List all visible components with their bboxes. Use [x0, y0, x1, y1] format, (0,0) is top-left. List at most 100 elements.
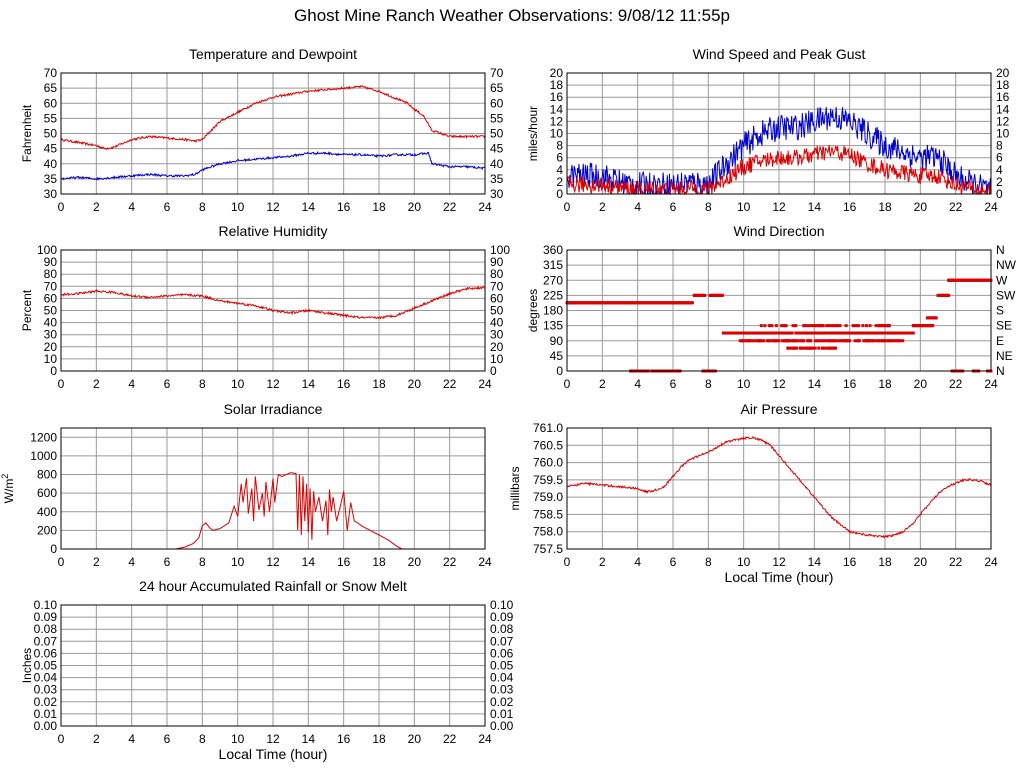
y-axis-label-rain: Inches — [20, 648, 34, 683]
scatter-point-wind_dir — [774, 324, 778, 328]
y-tick-rain: 0.08 — [34, 622, 58, 636]
x-tick-temp: 22 — [443, 200, 457, 214]
scatter-point-wind_dir — [802, 339, 806, 343]
y-tick-right-rain: 0.02 — [490, 695, 514, 709]
y-axis-label-pressure: millibars — [508, 466, 522, 510]
y-tick-wind_dir: 45 — [550, 349, 564, 363]
chart-title-pressure: Air Pressure — [740, 401, 817, 417]
x-tick-temp: 10 — [231, 200, 245, 214]
scatter-point-wind_dir — [892, 331, 896, 335]
y-tick-wind_speed: 10 — [550, 127, 564, 141]
scatter-point-wind_dir — [690, 301, 694, 305]
scatter-point-wind_dir — [834, 346, 838, 350]
y-tick-right-rain: 0.09 — [490, 610, 514, 624]
scatter-point-wind_dir — [807, 324, 811, 328]
plot-frame-wind_speed — [566, 72, 992, 195]
y-tick-rain: 0.09 — [34, 610, 58, 624]
y-tick-right-wind_speed: 18 — [996, 78, 1010, 92]
y-tick-humidity: 10 — [44, 352, 58, 366]
y-tick-right-wind_dir: SE — [996, 319, 1012, 333]
y-tick-right-temp: 70 — [490, 66, 504, 80]
scatter-point-wind_dir — [773, 339, 777, 343]
scatter-point-wind_dir — [805, 339, 809, 343]
x-tick-wind_dir: 24 — [984, 377, 998, 391]
x-tick-humidity: 6 — [164, 377, 171, 391]
x-tick-wind_dir: 10 — [737, 377, 751, 391]
scatter-point-wind_dir — [838, 324, 842, 328]
scatter-point-wind_dir — [770, 324, 774, 328]
y-axis-label-temp: Fahrenheit — [20, 104, 34, 162]
scatter-point-wind_dir — [947, 293, 951, 297]
y-tick-temp: 70 — [44, 66, 58, 80]
x-tick-solar: 6 — [164, 555, 171, 569]
y-tick-right-humidity: 70 — [490, 279, 504, 293]
scatter-point-wind_dir — [864, 324, 868, 328]
series-line-temp-1 — [61, 150, 485, 181]
x-tick-wind_dir: 4 — [634, 377, 641, 391]
x-tick-rain: 18 — [372, 732, 386, 746]
y-tick-rain: 0.01 — [34, 707, 58, 721]
x-tick-solar: 2 — [93, 555, 100, 569]
scatter-point-wind_dir — [703, 293, 707, 297]
y-tick-right-temp: 60 — [490, 96, 504, 110]
scatter-point-wind_dir — [811, 331, 815, 335]
x-tick-humidity: 24 — [478, 377, 492, 391]
x-tick-temp: 18 — [372, 200, 386, 214]
scatter-point-wind_dir — [770, 339, 774, 343]
x-tick-pressure: 18 — [878, 555, 892, 569]
scatter-point-wind_dir — [827, 331, 831, 335]
y-tick-right-humidity: 60 — [490, 291, 504, 305]
y-tick-right-humidity: 0 — [490, 364, 497, 378]
scatter-point-wind_dir — [742, 331, 746, 335]
chart-title-solar: Solar Irradiance — [224, 401, 323, 417]
scatter-point-wind_dir — [780, 324, 784, 328]
x-tick-humidity: 0 — [58, 377, 65, 391]
y-tick-wind_speed: 12 — [550, 114, 564, 128]
scatter-point-wind_dir — [853, 324, 857, 328]
scatter-point-wind_dir — [751, 339, 755, 343]
y-tick-right-humidity: 20 — [490, 340, 504, 354]
y-tick-wind_dir: 225 — [543, 288, 563, 302]
scatter-point-wind_dir — [722, 331, 726, 335]
scatter-point-wind_dir — [809, 331, 813, 335]
y-tick-right-wind_speed: 8 — [996, 139, 1003, 153]
x-tick-wind_speed: 24 — [984, 200, 998, 214]
x-tick-solar: 22 — [443, 555, 457, 569]
x-tick-solar: 16 — [337, 555, 351, 569]
chart-title-wind_speed: Wind Speed and Peak Gust — [693, 46, 866, 62]
y-tick-right-wind_speed: 4 — [996, 163, 1003, 177]
y-tick-right-wind_dir: NE — [996, 349, 1013, 363]
scatter-point-wind_dir — [839, 339, 843, 343]
x-tick-rain: 8 — [199, 732, 206, 746]
x-tick-wind_dir: 22 — [949, 377, 963, 391]
x-tick-rain: 0 — [58, 732, 65, 746]
scatter-point-wind_dir — [879, 324, 883, 328]
scatter-point-wind_dir — [742, 339, 746, 343]
scatter-point-wind_dir — [827, 324, 831, 328]
scatter-point-wind_dir — [778, 331, 782, 335]
y-tick-solar: 1000 — [30, 449, 57, 463]
scatter-point-wind_dir — [804, 324, 808, 328]
scatter-point-wind_dir — [784, 324, 788, 328]
scatter-point-wind_dir — [822, 339, 826, 343]
y-tick-solar: 200 — [37, 523, 57, 537]
y-tick-wind_dir: 270 — [543, 273, 563, 287]
scatter-point-wind_dir — [817, 346, 821, 350]
y-tick-right-wind_speed: 2 — [996, 175, 1003, 189]
series-line-solar-0 — [61, 472, 485, 550]
x-tick-pressure: 8 — [705, 555, 712, 569]
y-tick-right-wind_speed: 20 — [996, 66, 1010, 80]
scatter-point-wind_dir — [827, 339, 831, 343]
y-tick-right-temp: 50 — [490, 127, 504, 141]
y-tick-right-wind_dir: SW — [996, 288, 1016, 302]
x-tick-rain: 2 — [93, 732, 100, 746]
x-tick-solar: 10 — [231, 555, 245, 569]
series-line-humidity-0 — [61, 285, 485, 320]
y-tick-right-temp: 40 — [490, 157, 504, 171]
x-tick-rain: 4 — [128, 732, 135, 746]
y-tick-wind_dir: 180 — [543, 304, 563, 318]
y-tick-humidity: 50 — [44, 304, 58, 318]
scatter-point-wind_dir — [793, 346, 797, 350]
y-tick-wind_dir: 135 — [543, 319, 563, 333]
